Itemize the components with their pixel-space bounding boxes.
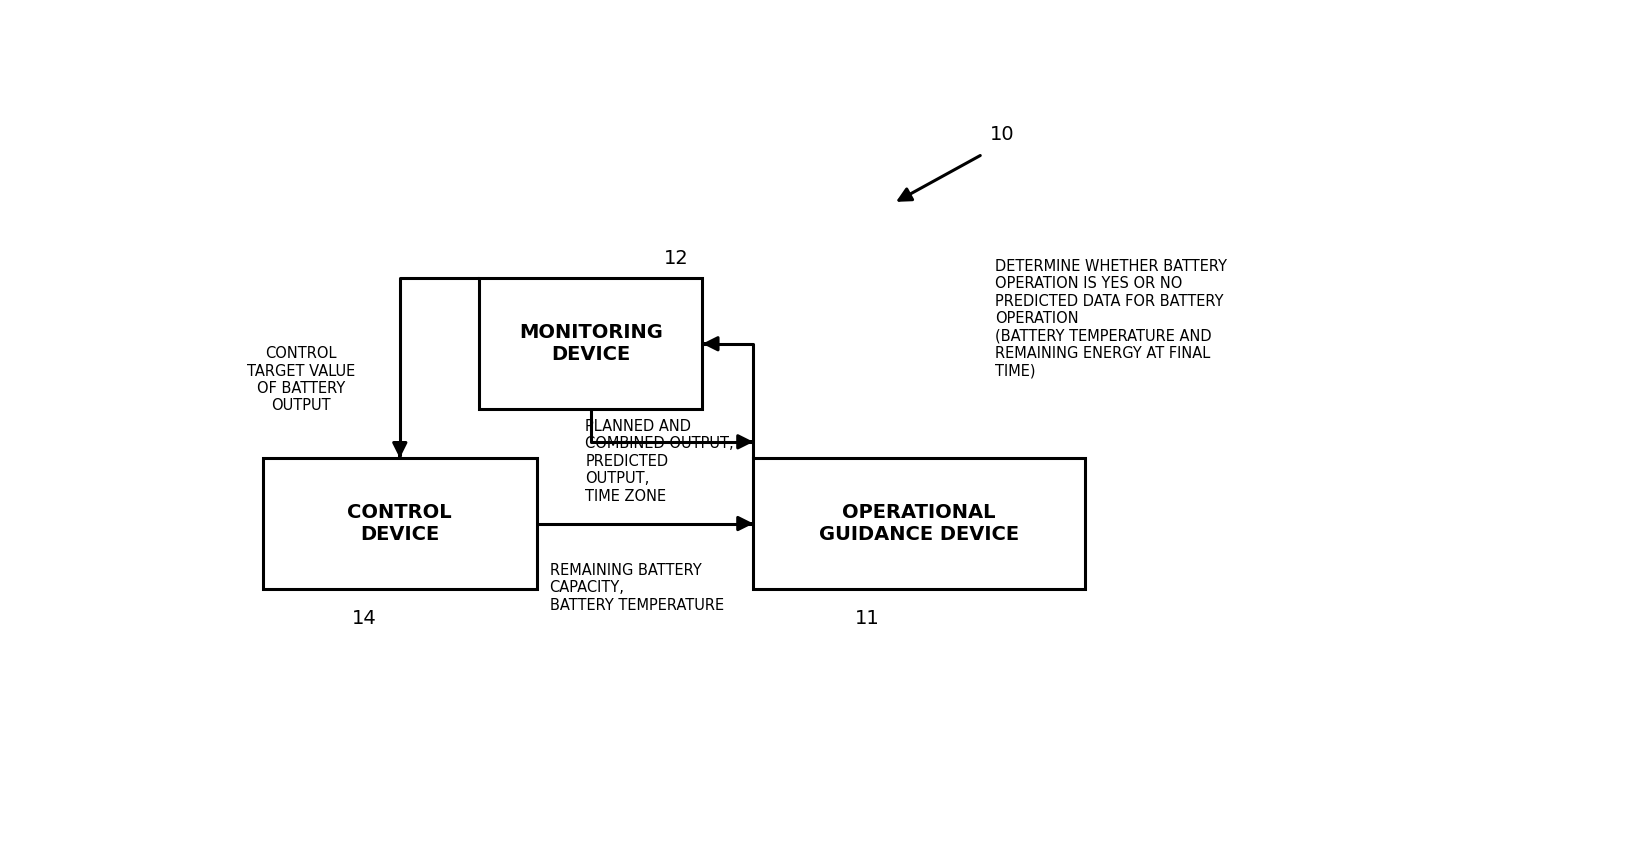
Text: 14: 14 [352, 609, 376, 627]
Text: MONITORING
DEVICE: MONITORING DEVICE [520, 323, 663, 364]
Text: PLANNED AND
COMBINED OUTPUT,
PREDICTED
OUTPUT,
TIME ZONE: PLANNED AND COMBINED OUTPUT, PREDICTED O… [585, 419, 733, 503]
Text: REMAINING BATTERY
CAPACITY,
BATTERY TEMPERATURE: REMAINING BATTERY CAPACITY, BATTERY TEMP… [549, 563, 723, 613]
Text: CONTROL
TARGET VALUE
OF BATTERY
OUTPUT: CONTROL TARGET VALUE OF BATTERY OUTPUT [247, 346, 355, 413]
Text: 11: 11 [855, 609, 880, 627]
Text: DETERMINE WHETHER BATTERY
OPERATION IS YES OR NO
PREDICTED DATA FOR BATTERY
OPER: DETERMINE WHETHER BATTERY OPERATION IS Y… [995, 259, 1228, 378]
Bar [263, 458, 536, 589]
Text: 12: 12 [664, 250, 689, 268]
Text: CONTROL
DEVICE: CONTROL DEVICE [347, 503, 452, 544]
Text: 10: 10 [990, 125, 1014, 144]
Text: OPERATIONAL
GUIDANCE DEVICE: OPERATIONAL GUIDANCE DEVICE [819, 503, 1019, 544]
Bar [480, 278, 702, 409]
Bar [753, 458, 1085, 589]
